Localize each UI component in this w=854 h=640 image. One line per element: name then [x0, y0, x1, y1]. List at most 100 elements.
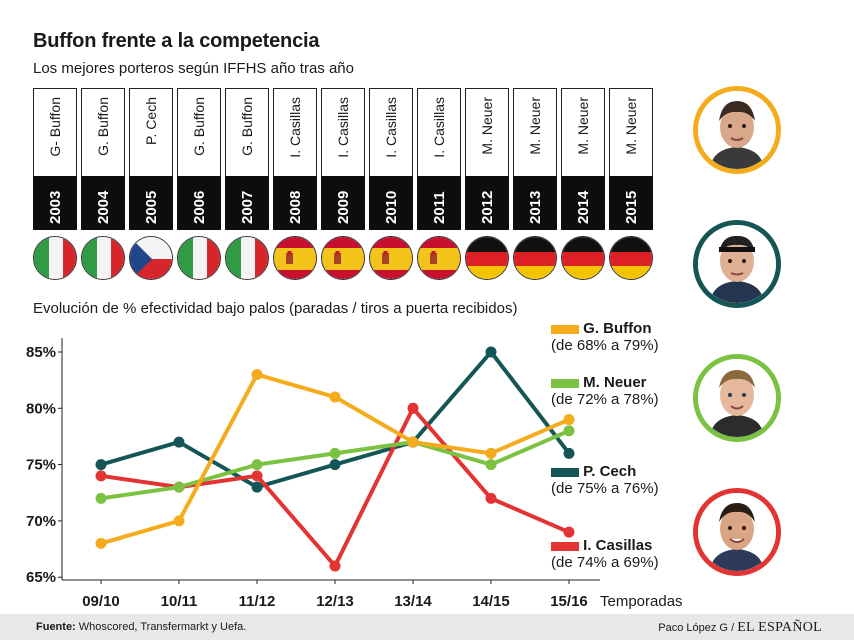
- data-point: [407, 402, 419, 414]
- data-point: [407, 436, 419, 448]
- data-point: [251, 369, 263, 381]
- player-face-icon: [698, 359, 776, 437]
- x-tick-label: 10/11: [161, 593, 198, 610]
- line-chart-title: Evolución de % efectividad bajo palos (p…: [33, 300, 518, 317]
- year-box: 2008: [273, 176, 317, 230]
- footer: Fuente: Whoscored, Transfermarkt y Uefa.…: [0, 614, 854, 640]
- data-point: [95, 492, 107, 504]
- italy-flag-icon: [225, 236, 269, 280]
- timeline-column-2014: M. Neuer 2014: [561, 88, 605, 230]
- legend-cech: P. Cech (de 75% a 76%): [551, 463, 659, 497]
- data-point: [485, 447, 497, 459]
- year-box: 2012: [465, 176, 509, 230]
- player-face-icon: [698, 493, 776, 571]
- x-tick-label: 15/16: [550, 593, 588, 610]
- winner-name-box: M. Neuer: [513, 88, 557, 176]
- data-point: [563, 447, 575, 459]
- data-point: [485, 492, 497, 504]
- data-point: [563, 425, 575, 437]
- portrait-neuer: [693, 354, 781, 442]
- year-box: 2005: [129, 176, 173, 230]
- portrait-cech: [693, 220, 781, 308]
- year-box: 2006: [177, 176, 221, 230]
- credit: Paco López G / EL ESPAÑOL: [658, 620, 822, 636]
- x-tick-label: 09/10: [82, 593, 120, 610]
- data-point: [329, 459, 341, 471]
- timeline-column-2011: I. Casillas 2011: [417, 88, 461, 230]
- winner-name-box: I. Casillas: [369, 88, 413, 176]
- timeline-column-2006: G. Buffon 2006: [177, 88, 221, 230]
- year-box: 2009: [321, 176, 365, 230]
- data-point: [251, 470, 263, 482]
- timeline-column-2015: M. Neuer 2015: [609, 88, 653, 230]
- spain-flag-icon: [369, 236, 413, 280]
- data-point: [173, 436, 185, 448]
- legend-swatch: [551, 378, 579, 388]
- author-name: Paco López G: [658, 622, 728, 634]
- timeline-column-2007: G. Buffon 2007: [225, 88, 269, 230]
- y-tick-label: 70%: [26, 513, 56, 530]
- legend-name: P. Cech: [583, 463, 637, 480]
- legend-swatch: [551, 324, 579, 334]
- spain-flag-icon: [321, 236, 365, 280]
- winner-name-box: G. Buffon: [177, 88, 221, 176]
- x-tick-label: 12/13: [316, 593, 354, 610]
- data-point: [173, 481, 185, 493]
- winner-name-box: G. Buffon: [81, 88, 125, 176]
- legend-buffon: G. Buffon (de 68% a 79%): [551, 320, 659, 354]
- x-tick-label: 14/15: [472, 593, 510, 610]
- year-box: 2011: [417, 176, 461, 230]
- spain-flag-icon: [273, 236, 317, 280]
- portrait-buffon: [693, 86, 781, 174]
- winner-name-box: P. Cech: [129, 88, 173, 176]
- source-label: Fuente:: [36, 621, 76, 633]
- line-chart: 65% 70% 75% 80% 85% 09/10 10/11 11/12 12/13 13/14…: [26, 338, 683, 610]
- portrait-casillas: [693, 488, 781, 576]
- x-axis-label: Temporadas: [600, 593, 683, 610]
- legend-range: (de 75% a 76%): [551, 480, 659, 497]
- data-point: [329, 447, 341, 459]
- data-point: [563, 414, 575, 426]
- data-point: [251, 459, 263, 471]
- legend-range: (de 68% a 79%): [551, 337, 659, 354]
- legend-name: I. Casillas: [583, 537, 653, 554]
- timeline-column-2013: M. Neuer 2013: [513, 88, 557, 230]
- y-tick-label: 65%: [26, 569, 56, 586]
- timeline-column-2010: I. Casillas 2010: [369, 88, 413, 230]
- germany-flag-icon: [609, 236, 653, 280]
- legend-name: M. Neuer: [583, 374, 647, 391]
- winner-name-box: M. Neuer: [561, 88, 605, 176]
- timeline-column-2004: G. Buffon 2004: [81, 88, 125, 230]
- legend-name: G. Buffon: [583, 320, 652, 337]
- player-face-icon: [698, 225, 776, 303]
- credit-separator: /: [731, 622, 735, 634]
- chart-subtitle: Los mejores porteros según IFFHS año tra…: [33, 60, 354, 77]
- germany-flag-icon: [513, 236, 557, 280]
- year-box: 2003: [33, 176, 77, 230]
- spain-flag-icon: [417, 236, 461, 280]
- x-tick-label: 13/14: [394, 593, 432, 610]
- data-point: [251, 481, 263, 493]
- data-point: [329, 391, 341, 403]
- year-box: 2010: [369, 176, 413, 230]
- year-box: 2004: [81, 176, 125, 230]
- italy-flag-icon: [81, 236, 125, 280]
- germany-flag-icon: [465, 236, 509, 280]
- italy-flag-icon: [177, 236, 221, 280]
- italy-flag-icon: [33, 236, 77, 280]
- winner-name-box: G. Buffon: [225, 88, 269, 176]
- brand-logo: EL ESPAÑOL: [737, 620, 822, 635]
- winner-name-box: M. Neuer: [609, 88, 653, 176]
- y-tick-label: 85%: [26, 344, 56, 361]
- data-point: [485, 459, 497, 471]
- winner-name-box: I. Casillas: [417, 88, 461, 176]
- data-point: [95, 537, 107, 549]
- y-tick-label: 80%: [26, 400, 56, 417]
- player-face-icon: [698, 91, 776, 169]
- source-text: Whoscored, Transfermarkt y Uefa.: [78, 621, 247, 633]
- data-point: [485, 346, 497, 358]
- data-point: [95, 470, 107, 482]
- data-point: [95, 459, 107, 471]
- legend-swatch: [551, 541, 579, 551]
- winner-name-box: I. Casillas: [273, 88, 317, 176]
